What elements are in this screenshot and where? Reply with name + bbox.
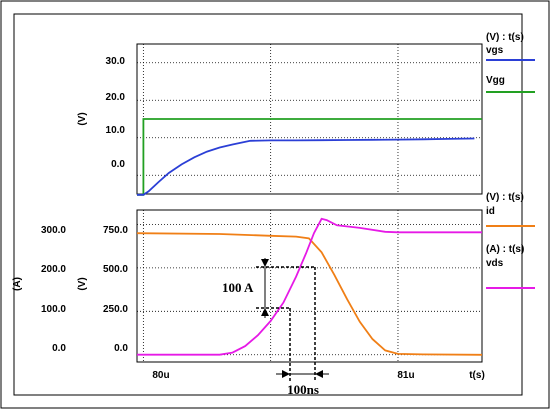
bottom-right-y-tick-label: 500.0 — [103, 264, 128, 275]
series-line-vds — [137, 217, 482, 356]
legend-label-vgs: vgs — [486, 45, 504, 56]
top-y-tick-label: 30.0 — [106, 56, 126, 67]
top-y-tick-label: 0.0 — [111, 159, 125, 170]
annotation-100ns: 100ns — [276, 267, 329, 397]
legend-label-vds: vds — [486, 258, 504, 269]
inner-border — [13, 13, 523, 396]
top-y-tick-label: 10.0 — [106, 125, 126, 136]
bottom-left-y-tick-label: 100.0 — [41, 304, 66, 315]
top-y-axis-label: (V) — [77, 112, 88, 125]
annotation-arrow — [315, 370, 323, 378]
x-axis-unit-label: t(s) — [469, 370, 485, 381]
legend-label-id: id — [486, 206, 495, 217]
annotation-label-100a: 100 A — [222, 280, 254, 295]
series-line-vgg — [137, 118, 482, 196]
bottom-plot-area — [136, 209, 483, 363]
annotation-label-100ns: 100ns — [287, 382, 319, 397]
annotation-arrow — [261, 308, 269, 316]
bottom-right-y-tick-label: 0.0 — [114, 343, 128, 354]
bottom-right-y-tick-label: 250.0 — [103, 304, 128, 315]
x-tick-label: 80u — [152, 370, 169, 381]
series-line-vgs — [137, 137, 475, 196]
annotation-arrow — [282, 370, 290, 378]
legend-header-top: (V) : t(s) — [486, 32, 524, 43]
legend-header-bottom-1: (V) : t(s) — [486, 192, 524, 203]
annotation-arrow — [261, 259, 269, 267]
series-line-id — [136, 232, 483, 356]
bottom-left-y-axis-label: (A) — [12, 277, 23, 291]
x-tick-label: 81u — [397, 370, 414, 381]
bottom-left-y-tick-label: 200.0 — [41, 264, 66, 275]
legend-header-bottom-2: (A) : t(s) — [486, 244, 524, 255]
bottom-right-y-axis-label: (V) — [77, 277, 88, 290]
legend-label-vgg: Vgg — [486, 75, 505, 86]
bottom-left-y-tick-label: 0.0 — [52, 343, 66, 354]
top-y-tick-label: 20.0 — [106, 92, 126, 103]
annotation-100a: 100 A — [222, 258, 315, 318]
bottom-left-y-tick-label: 300.0 — [41, 225, 66, 236]
bottom-right-y-tick-label: 750.0 — [103, 225, 128, 236]
